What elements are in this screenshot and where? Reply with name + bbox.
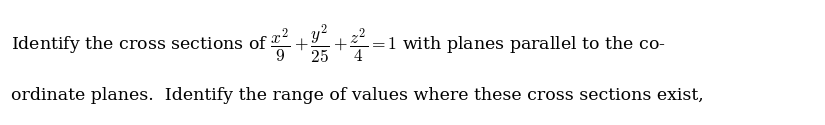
Text: Identify the cross sections of $\dfrac{x^2}{9} + \dfrac{y^2}{25} + \dfrac{z^2}{4: Identify the cross sections of $\dfrac{x…	[11, 22, 666, 65]
Text: ordinate planes.  Identify the range of values where these cross sections exist,: ordinate planes. Identify the range of v…	[11, 88, 704, 104]
